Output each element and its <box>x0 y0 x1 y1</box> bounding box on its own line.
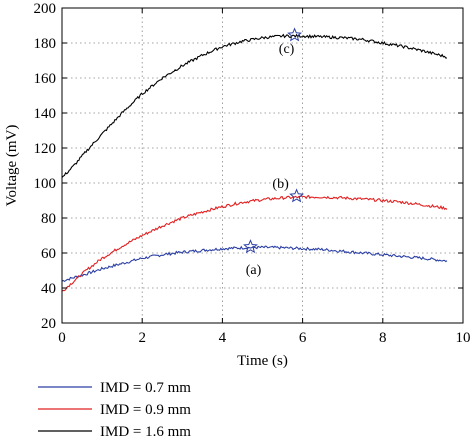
legend-label: IMD = 1.6 mm <box>100 424 191 440</box>
x-tick-label: 8 <box>379 330 387 346</box>
peak-star-marker <box>243 239 258 254</box>
x-tick-label: 10 <box>456 330 471 346</box>
legend-label: IMD = 0.7 mm <box>100 380 191 396</box>
y-tick-label: 180 <box>34 36 57 52</box>
y-tick-label: 40 <box>41 281 56 297</box>
x-tick-label: 4 <box>219 330 227 346</box>
plot-frame <box>61 7 464 324</box>
x-tick-label: 2 <box>138 330 146 346</box>
peak-star-marker <box>287 27 302 42</box>
y-tick-label: 160 <box>34 71 57 87</box>
y-tick-label: 200 <box>34 1 57 17</box>
y-tick-label: 20 <box>41 316 56 332</box>
series-line <box>61 194 448 292</box>
peak-markers <box>243 27 305 254</box>
annotations: (a) (b) (c) <box>246 42 295 278</box>
y-tick-label: 100 <box>34 176 57 192</box>
peak-star-marker <box>289 188 305 203</box>
y-tick-label: 80 <box>41 211 56 227</box>
series-annotation: (b) <box>272 177 289 192</box>
series-annotation: (c) <box>279 42 295 57</box>
series-line <box>61 245 448 283</box>
y-tick-label: 140 <box>34 106 57 122</box>
series-lines <box>61 33 448 292</box>
y-tick-label: 120 <box>34 141 57 157</box>
legend: IMD = 0.7 mm IMD = 0.9 mm IMD = 1.6 mm <box>38 380 191 440</box>
y-tick-label: 60 <box>41 246 56 262</box>
grid <box>62 8 463 323</box>
axis-ticks: 0 2 4 6 8 10 20 40 60 80 100 120 140 160 180 200 <box>34 1 471 346</box>
series-line <box>61 33 448 178</box>
x-tick-label: 6 <box>299 330 307 346</box>
y-axis-label: Voltage (mV) <box>4 125 20 207</box>
x-tick-label: 0 <box>58 330 66 346</box>
legend-label: IMD = 0.9 mm <box>100 402 191 418</box>
x-axis-label: Time (s) <box>237 353 288 369</box>
series-annotation: (a) <box>246 263 262 278</box>
